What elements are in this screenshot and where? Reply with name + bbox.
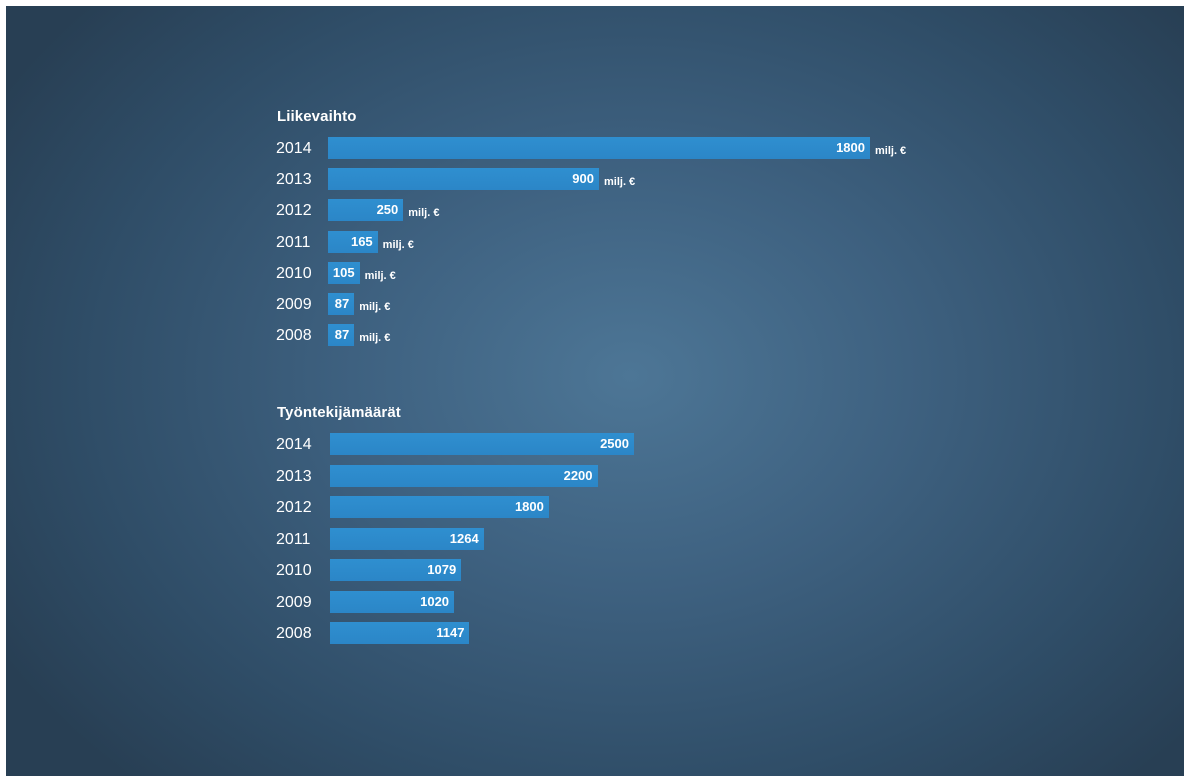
revenue-value-label: 250 <box>376 202 399 218</box>
revenue-bar <box>328 137 870 159</box>
employees-year-label: 2012 <box>276 499 312 516</box>
revenue-value-label: 87 <box>334 296 350 311</box>
employees-chart-title: Työntekijämäärät <box>277 404 401 421</box>
employees-year-label: 2008 <box>276 625 312 642</box>
employees-value-label: 1020 <box>420 593 450 609</box>
revenue-unit-label: milj. € <box>604 176 636 189</box>
employees-year-label: 2014 <box>276 436 312 453</box>
revenue-bar <box>328 168 599 191</box>
employees-bar <box>330 464 598 487</box>
revenue-unit-label: milj. € <box>875 145 907 157</box>
revenue-value-label: 1800 <box>836 140 865 155</box>
revenue-bar <box>328 261 360 284</box>
revenue-value-label: 87 <box>334 327 350 343</box>
revenue-year-label: 2008 <box>276 327 312 345</box>
employees-bar <box>330 527 484 550</box>
employees-value-label: 1264 <box>449 530 479 546</box>
employees-year-label: 2013 <box>276 467 312 485</box>
employees-year-label: 2009 <box>276 593 312 611</box>
revenue-year-label: 2012 <box>276 202 312 220</box>
revenue-bar <box>328 199 404 222</box>
revenue-chart-title: Liikevaihto <box>277 108 357 125</box>
employees-value-label: 1079 <box>427 562 457 577</box>
revenue-bar <box>328 293 355 315</box>
revenue-year-label: 2010 <box>276 264 312 282</box>
revenue-value-label: 900 <box>572 171 594 187</box>
employees-value-label: 2500 <box>600 436 629 451</box>
revenue-value-label: 105 <box>332 264 355 280</box>
revenue-unit-label: milj. € <box>359 301 391 313</box>
revenue-unit-label: milj. € <box>359 332 391 345</box>
employees-year-label: 2011 <box>276 530 311 548</box>
employees-bar <box>330 590 455 613</box>
employees-bar <box>330 433 634 455</box>
revenue-unit-label: milj. € <box>408 207 440 220</box>
revenue-year-label: 2013 <box>276 171 312 189</box>
employees-bar <box>330 559 462 581</box>
revenue-unit-label: milj. € <box>382 238 414 251</box>
employees-value-label: 2200 <box>563 467 593 483</box>
employees-bar <box>330 622 470 644</box>
revenue-bar <box>328 230 378 253</box>
employees-year-label: 2010 <box>276 562 312 579</box>
revenue-year-label: 2009 <box>276 296 312 313</box>
employees-bar <box>330 496 549 518</box>
revenue-year-label: 2014 <box>276 140 312 157</box>
employees-value-label: 1800 <box>514 499 544 514</box>
employees-value-label: 1147 <box>436 625 465 640</box>
revenue-unit-label: milj. € <box>364 269 396 282</box>
revenue-value-label: 165 <box>350 233 373 249</box>
revenue-bar <box>328 324 355 347</box>
revenue-year-label: 2011 <box>276 233 311 251</box>
infographic-panel: Liikevaihto 2014 1800 milj. € 2013 900 milj. … <box>6 6 1184 776</box>
